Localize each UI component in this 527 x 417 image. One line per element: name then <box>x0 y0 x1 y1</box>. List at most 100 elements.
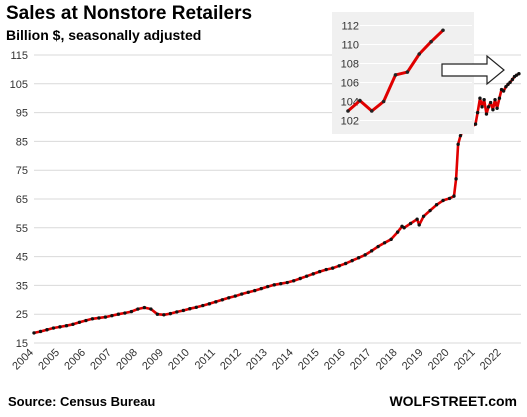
data-point <box>155 312 160 316</box>
series-line <box>33 72 520 335</box>
inset-data-point <box>441 28 445 33</box>
data-point <box>428 208 432 213</box>
data-point <box>376 244 380 249</box>
data-point <box>452 194 456 198</box>
data-point <box>71 322 75 326</box>
data-point <box>415 217 419 221</box>
x-tick-label: 2005 <box>36 347 62 373</box>
data-point <box>240 292 244 296</box>
data-point <box>447 196 452 201</box>
data-point <box>162 313 166 317</box>
data-point <box>123 311 127 315</box>
inset-data-point <box>429 39 433 44</box>
x-tick-label: 2007 <box>88 347 114 373</box>
data-point <box>116 312 121 316</box>
data-point <box>456 142 460 146</box>
data-point <box>486 105 491 109</box>
chart-subtitle: Billion $, seasonally adjusted <box>6 27 202 43</box>
data-point <box>103 315 108 319</box>
inset-data-point <box>393 73 398 77</box>
data-point <box>389 237 393 242</box>
data-point <box>253 288 257 293</box>
data-point <box>318 269 322 274</box>
inset-y-tick-label: 106 <box>341 78 359 90</box>
data-point <box>90 317 95 321</box>
data-point <box>482 97 486 102</box>
inset-data-point <box>358 98 362 103</box>
data-point <box>311 272 315 276</box>
y-tick-label: 115 <box>10 50 28 62</box>
data-point <box>473 122 478 126</box>
x-tick-label: 2017 <box>348 347 374 373</box>
data-point <box>343 261 348 266</box>
inset-y-tick-label: 110 <box>341 40 359 52</box>
x-tick-label: 2018 <box>374 347 400 373</box>
y-tick-label: 75 <box>16 165 28 177</box>
data-point <box>129 309 134 314</box>
inset-y-tick-label: 108 <box>341 59 359 71</box>
data-point <box>175 310 179 314</box>
inset-y-tick-label: 112 <box>341 21 359 33</box>
data-point <box>38 329 43 334</box>
data-point <box>421 214 426 218</box>
data-point <box>434 203 439 207</box>
x-tick-label: 2015 <box>296 347 322 373</box>
data-point <box>305 274 309 278</box>
data-point <box>508 80 512 85</box>
data-point <box>246 290 250 295</box>
data-point <box>488 100 493 105</box>
data-point <box>272 283 276 287</box>
data-point <box>110 313 114 318</box>
data-point <box>458 133 463 138</box>
inset-data-point <box>346 109 350 113</box>
data-point <box>395 230 400 234</box>
data-point <box>279 281 283 286</box>
data-point <box>97 316 101 320</box>
y-tick-label: 95 <box>16 108 28 120</box>
data-point <box>136 307 140 311</box>
x-tick-label: 2022 <box>478 347 504 373</box>
data-point <box>417 223 421 227</box>
source-note: Source: Census Bureau <box>8 394 156 409</box>
x-tick-label: 2011 <box>193 347 218 372</box>
chart-title: Sales at Nonstore Retailers <box>6 3 253 24</box>
y-tick-label: 105 <box>10 79 28 91</box>
data-point <box>266 284 270 289</box>
brand-label: WOLFSTREET.com <box>389 393 517 409</box>
data-point <box>201 303 205 308</box>
data-point <box>493 97 497 102</box>
y-tick-label: 35 <box>16 280 28 292</box>
data-point <box>491 108 495 112</box>
x-tick-label: 2006 <box>62 347 88 373</box>
data-point <box>478 96 482 100</box>
y-tick-label: 15 <box>16 338 28 350</box>
data-point <box>298 276 302 281</box>
data-point <box>495 106 499 110</box>
inset-data-point <box>417 52 422 56</box>
x-tick-label: 2013 <box>244 347 270 373</box>
data-point <box>497 96 502 100</box>
inset-y-tick-label: 102 <box>341 116 359 128</box>
x-tick-label: 2008 <box>114 347 140 373</box>
data-point <box>480 105 484 109</box>
data-point <box>285 280 289 285</box>
data-point <box>194 305 199 309</box>
data-point <box>402 226 406 230</box>
x-tick-label: 2016 <box>322 347 348 373</box>
x-tick-label: 2014 <box>270 347 296 373</box>
data-point <box>84 318 88 323</box>
y-tick-label: 45 <box>16 252 28 264</box>
data-point <box>337 264 341 268</box>
inset-data-point <box>405 70 410 74</box>
data-point <box>292 279 296 283</box>
y-tick-label: 25 <box>16 309 28 321</box>
data-point <box>501 89 506 93</box>
data-point <box>181 308 186 313</box>
data-point <box>484 112 489 116</box>
data-point <box>324 267 328 272</box>
data-point <box>220 298 225 302</box>
data-point <box>149 307 153 311</box>
x-tick-label: 2012 <box>218 347 244 373</box>
data-point <box>227 296 231 300</box>
